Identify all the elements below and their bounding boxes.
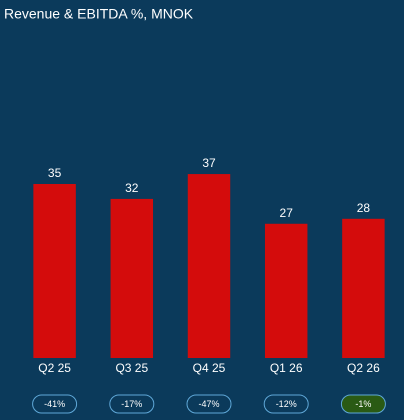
ebitda-pill: [263, 394, 309, 414]
ebitda-pill: [340, 394, 386, 414]
ebitda-label: -41%: [44, 399, 65, 409]
ebitda-pill: [186, 394, 232, 414]
x-tick-label: Q2 25: [38, 361, 71, 375]
ebitda-label: -12%: [276, 399, 297, 409]
x-tick-label: Q2 26: [347, 361, 380, 375]
bar: [110, 198, 154, 358]
bar: [187, 174, 231, 358]
value-label: 28: [357, 201, 371, 215]
value-label: 37: [202, 156, 216, 170]
ebitda-pill: [109, 394, 155, 414]
value-label: 32: [125, 181, 139, 195]
chart-title: Revenue & EBITDA %, MNOK: [4, 6, 194, 22]
x-tick-label: Q3 25: [115, 361, 148, 375]
ebitda-label: -47%: [198, 399, 219, 409]
ebitda-label: -17%: [121, 399, 142, 409]
bar: [33, 184, 76, 358]
x-tick-label: Q4 25: [193, 361, 226, 375]
value-label: 27: [280, 206, 294, 220]
value-label: 35: [48, 166, 62, 180]
x-tick-label: Q1 26: [270, 361, 303, 375]
ebitda-pill: [32, 394, 78, 414]
ebitda-label: -1%: [355, 399, 371, 409]
bar: [342, 218, 385, 358]
bar: [264, 223, 308, 358]
